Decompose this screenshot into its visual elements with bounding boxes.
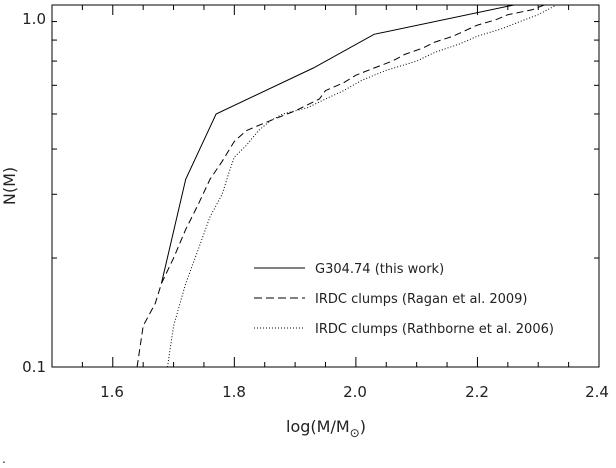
- stray-mark: .: [2, 452, 6, 466]
- legend-label-g304: G304.74 (this work): [315, 262, 444, 277]
- series-line-0: [160, 4, 515, 284]
- series-layer: [136, 4, 557, 368]
- y-tick-label-0-1: 0.1: [22, 358, 46, 376]
- x-tick-label-1-8: 1.8: [222, 383, 246, 401]
- legend-label-rathborne: IRDC clumps (Rathborne et al. 2006): [315, 322, 554, 337]
- x-tick-label-2-0: 2.0: [343, 383, 367, 401]
- x-axis-title-close: ): [360, 417, 366, 436]
- y-tick-label-1-0: 1.0: [22, 10, 46, 28]
- series-line-1: [136, 4, 545, 368]
- y-axis-title: N(M): [0, 167, 19, 205]
- x-tick-label-1-6: 1.6: [100, 383, 124, 401]
- legend: G304.74 (this work) IRDC clumps (Ragan e…: [254, 262, 554, 337]
- legend-label-ragan: IRDC clumps (Ragan et al. 2009): [315, 292, 528, 307]
- x-axis-title-main: log(M/M: [286, 417, 350, 436]
- x-tick-label-2-4: 2.4: [585, 383, 609, 401]
- x-axis-title: log(M/M⊙): [286, 417, 366, 440]
- series-line-2: [167, 4, 557, 368]
- x-axis-title-subscript: ⊙: [350, 426, 360, 440]
- plot-frame: [51, 4, 600, 368]
- axis-ticks: [51, 4, 600, 368]
- x-tick-label-2-2: 2.2: [465, 383, 489, 401]
